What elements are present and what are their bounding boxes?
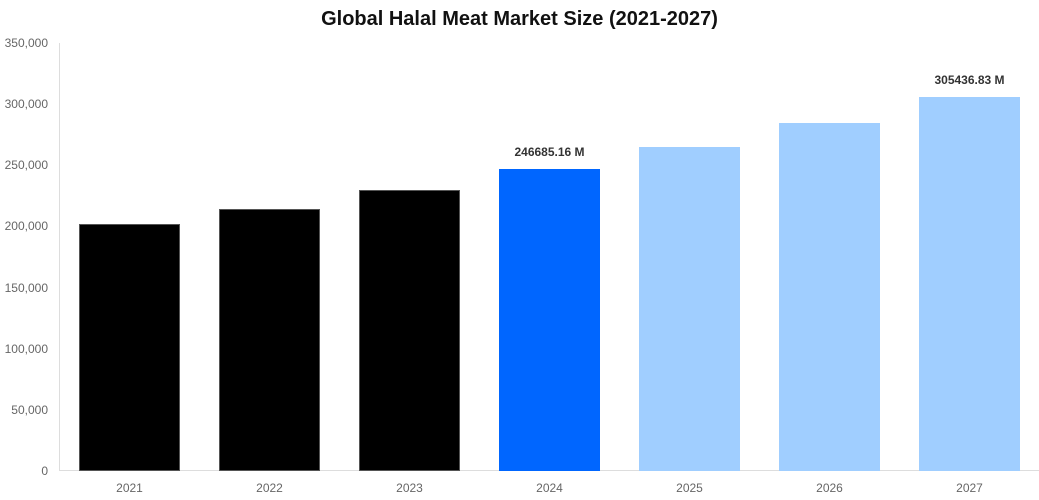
x-tick-label: 2024 xyxy=(536,481,563,495)
y-tick-label: 0 xyxy=(41,464,48,478)
bar-2022[interactable] xyxy=(219,208,320,471)
data-label: 246685.16 M xyxy=(514,145,585,160)
chart-title: Global Halal Meat Market Size (2021-2027… xyxy=(321,8,718,30)
y-tick-label: 300,000 xyxy=(4,97,48,112)
bar-2026[interactable] xyxy=(779,122,880,471)
x-tick-label: 2025 xyxy=(676,481,703,495)
x-tick-label: 2027 xyxy=(956,481,983,495)
bar-2023[interactable] xyxy=(359,190,460,471)
y-tick-label: 100,000 xyxy=(4,341,48,356)
x-tick-label: 2026 xyxy=(816,481,843,495)
y-axis-line xyxy=(59,43,60,471)
bar-2024[interactable] xyxy=(499,169,600,471)
data-label: 305436.83 M xyxy=(934,73,1005,88)
x-tick-label: 2021 xyxy=(116,481,143,495)
x-tick-label: 2023 xyxy=(396,481,423,495)
y-tick-label: 150,000 xyxy=(4,280,48,295)
x-tick-label: 2022 xyxy=(256,481,283,495)
bar-2021[interactable] xyxy=(79,224,180,471)
y-tick-label: 350,000 xyxy=(4,36,48,50)
y-tick-label: 50,000 xyxy=(11,402,48,417)
bar-2025[interactable] xyxy=(639,146,740,471)
bar-2027[interactable] xyxy=(919,97,1020,471)
y-tick-label: 200,000 xyxy=(4,219,48,234)
y-tick-label: 250,000 xyxy=(4,158,48,173)
